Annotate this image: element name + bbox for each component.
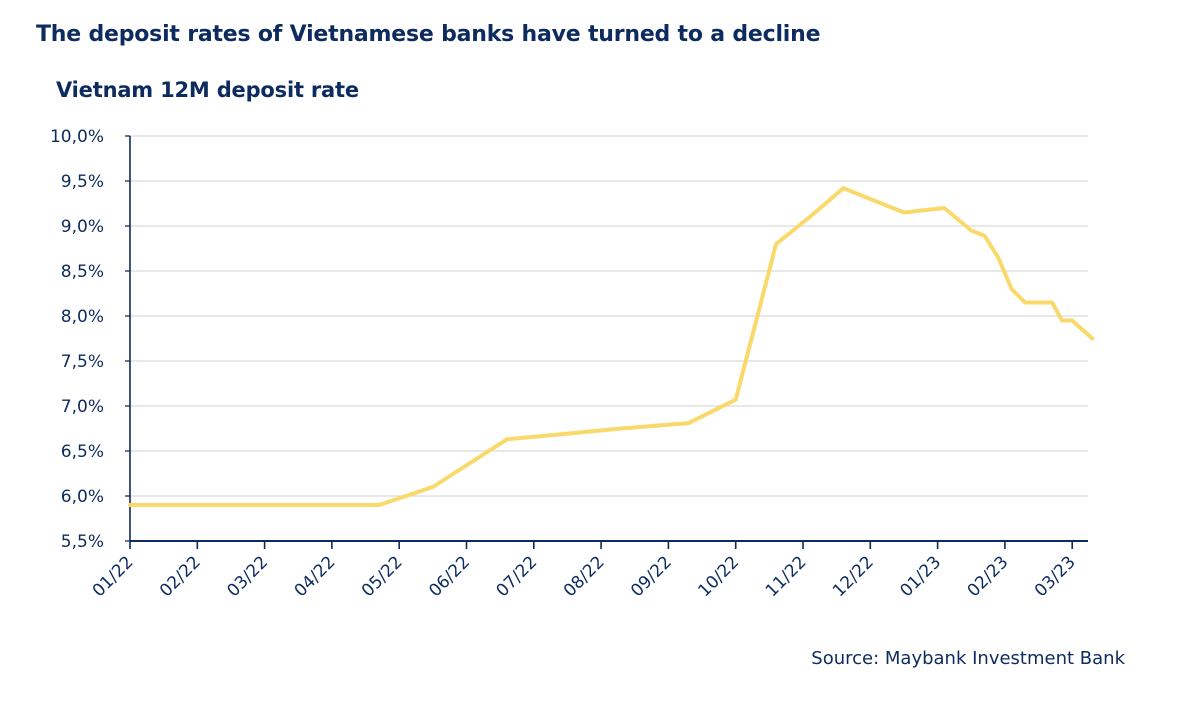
y-tick-label: 6,5% (61, 442, 104, 462)
x-tick-label: 03/22 (223, 552, 272, 601)
x-tick-label: 08/22 (560, 552, 609, 601)
x-tick-label: 02/22 (156, 552, 205, 601)
x-tick-label: 02/23 (964, 552, 1013, 601)
y-tick-label: 7,0% (61, 397, 104, 417)
x-axis-ticks: 01/22 02/22 03/22 04/22 05/22 06/22 07/22 08/22… (89, 552, 1080, 601)
x-tick-label: 12/22 (829, 552, 878, 601)
chart-headline: The deposit rates of Vietnamese banks ha… (36, 22, 821, 47)
series-line (128, 186, 1095, 507)
x-tick-label: 11/22 (762, 552, 811, 601)
x-tick-label: 10/22 (694, 552, 743, 601)
x-tick-label: 01/23 (896, 552, 945, 601)
x-tick-label: 05/22 (358, 552, 407, 601)
y-axis-ticks: 5,5% 6,0% 6,5% 7,0% 7,5% 8,0% 8,5% 9,0% 9,5% 10,0… (50, 127, 104, 552)
x-tick-label: 09/22 (627, 552, 676, 601)
x-tick-label: 03/23 (1031, 552, 1080, 601)
y-tick-label: 5,5% (61, 532, 104, 552)
y-tick-label: 6,0% (61, 487, 104, 507)
y-tick-label: 8,5% (61, 262, 104, 282)
y-tick-label: 8,0% (61, 307, 104, 327)
x-tick-label: 01/22 (89, 552, 138, 601)
axes (125, 135, 1088, 549)
y-tick-label: 10,0% (50, 127, 104, 147)
chart-title: Vietnam 12M deposit rate (56, 78, 359, 102)
x-tick-label: 07/22 (493, 552, 542, 601)
y-tick-label: 9,5% (61, 172, 104, 192)
x-tick-label: 04/22 (291, 552, 340, 601)
series-group (128, 186, 1095, 507)
source-note: Source: Maybank Investment Bank (811, 648, 1125, 669)
x-tick-label: 06/22 (425, 552, 474, 601)
y-tick-label: 7,5% (61, 352, 104, 372)
y-tick-label: 9,0% (61, 217, 104, 237)
gridlines (130, 135, 1088, 497)
